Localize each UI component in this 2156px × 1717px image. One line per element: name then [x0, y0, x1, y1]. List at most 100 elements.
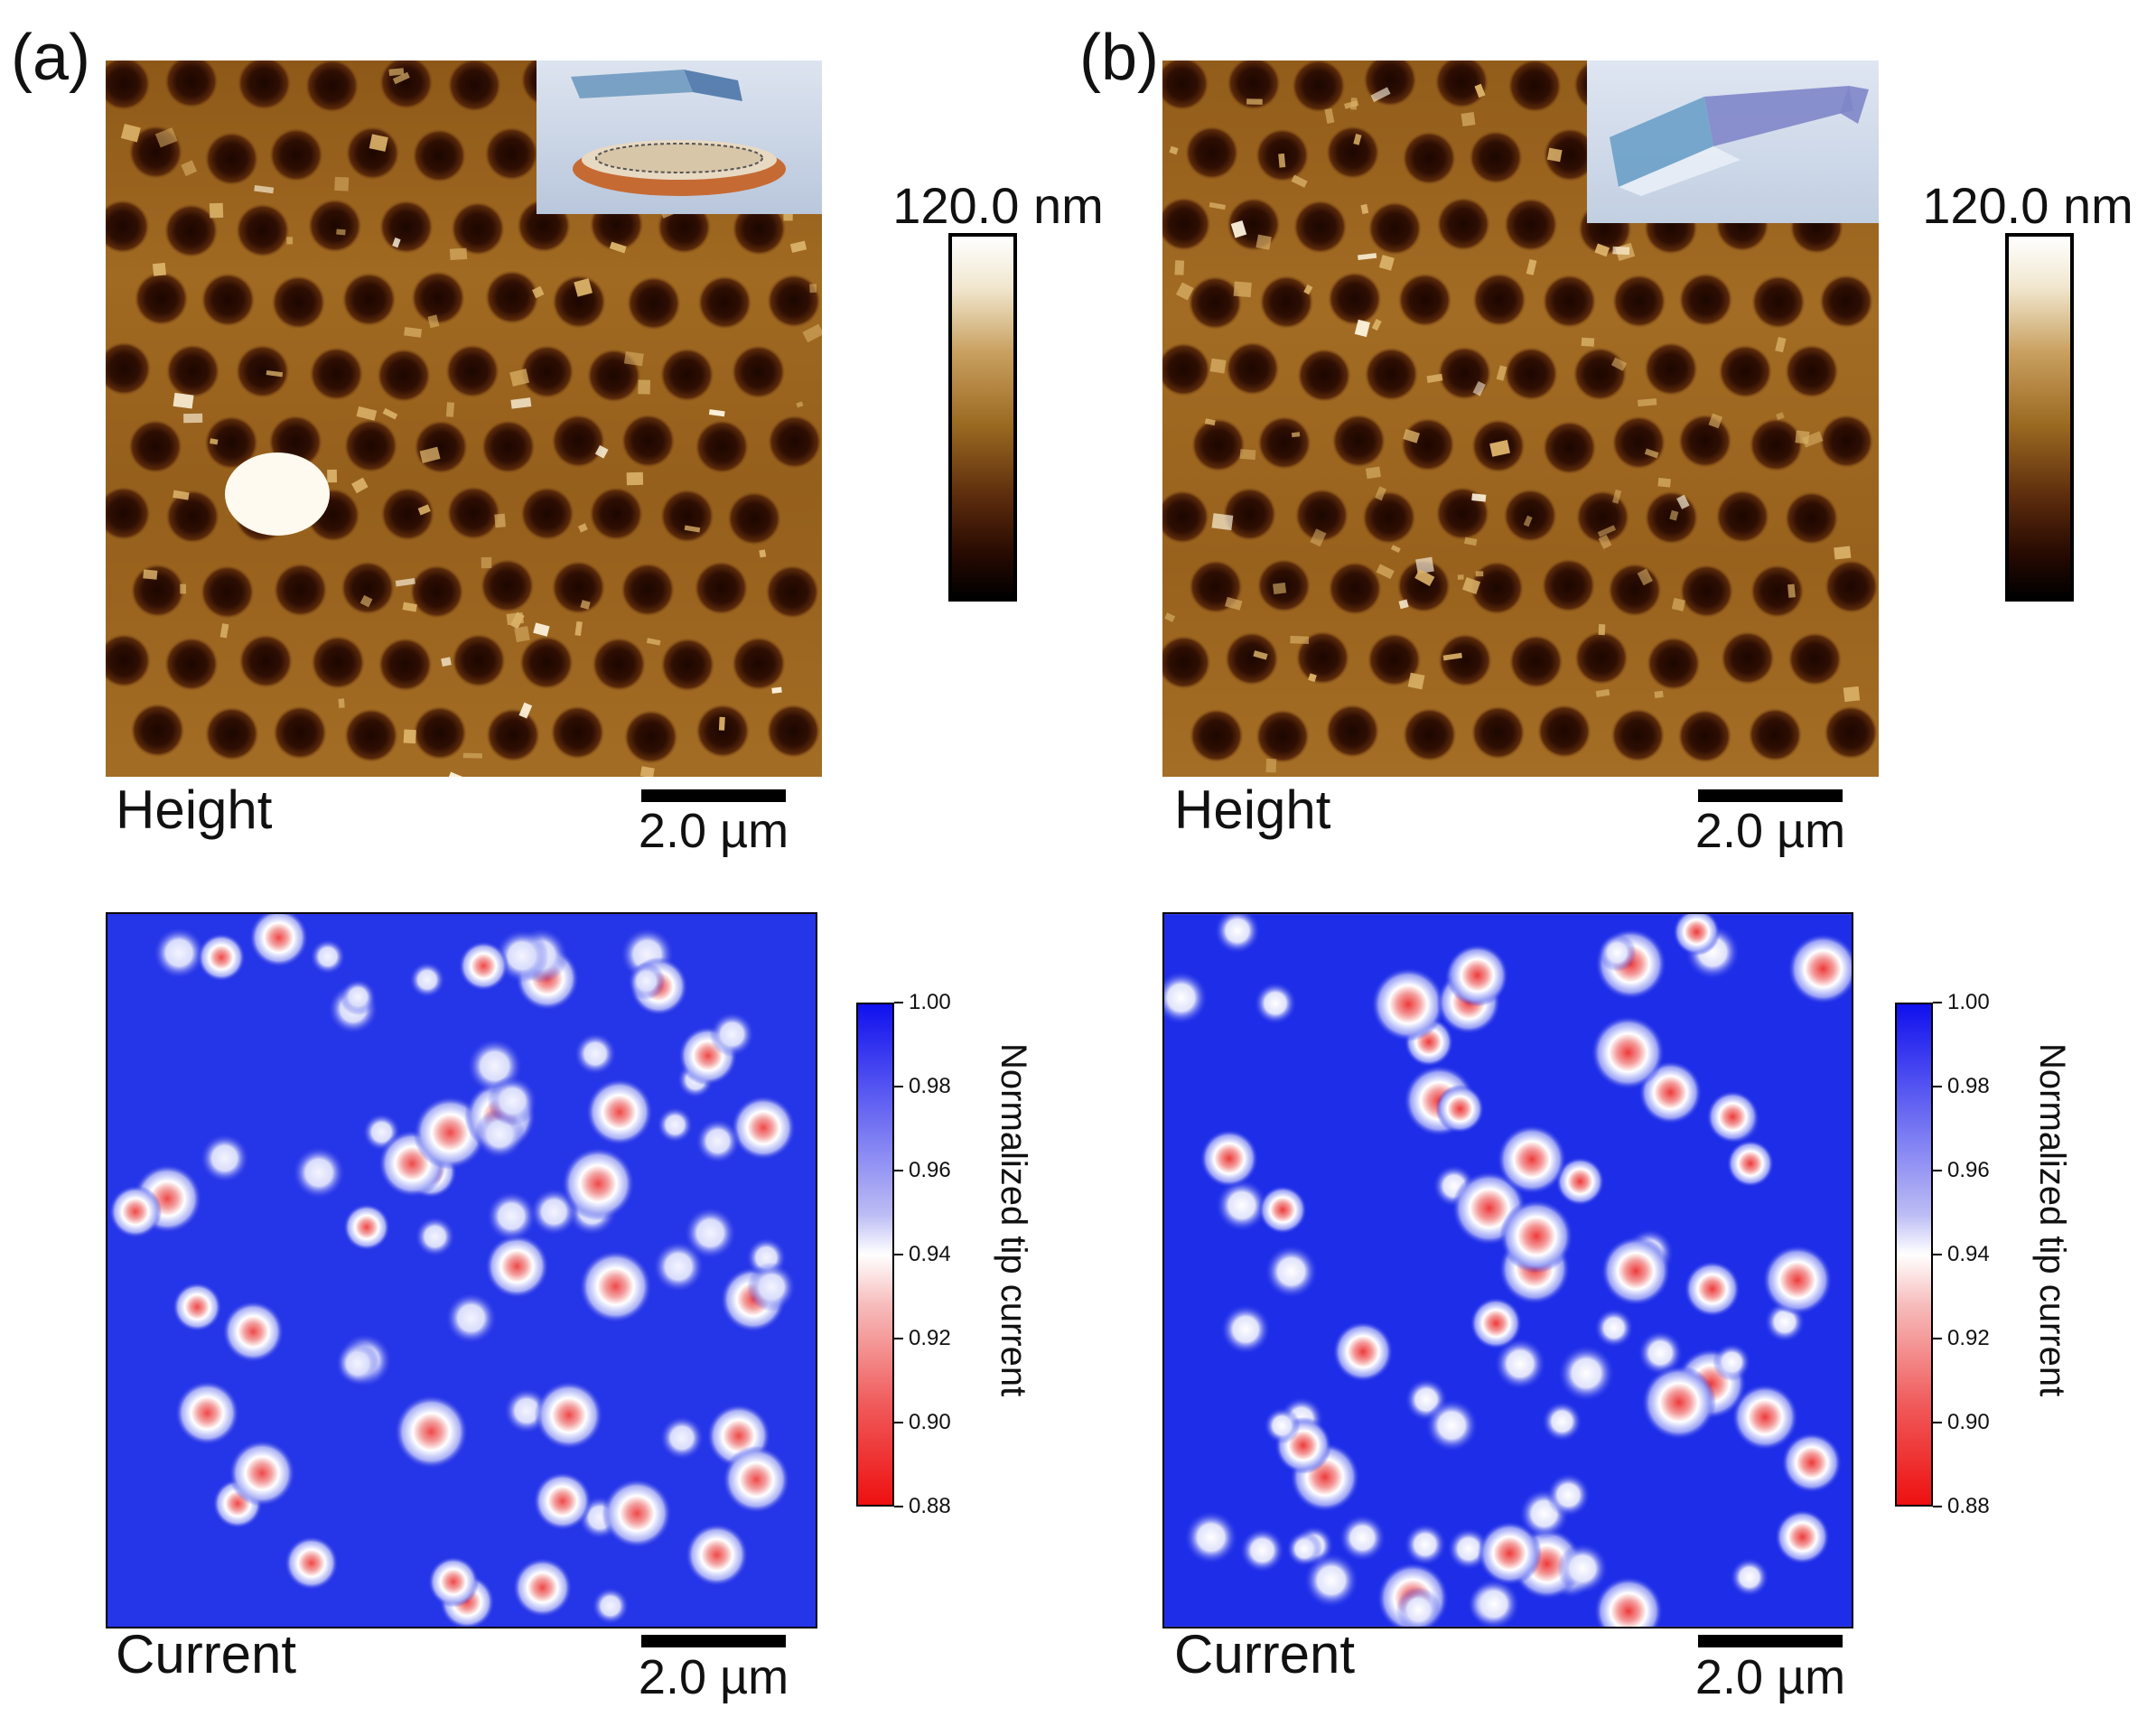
particle: [1546, 147, 1563, 163]
current-spot: [1593, 1576, 1664, 1627]
panel-a-label: (a): [11, 22, 90, 94]
current-spot: [1494, 1338, 1546, 1390]
colorbar-tick-label: 0.96: [909, 1158, 951, 1182]
current-spot: [108, 1185, 163, 1238]
pit: [592, 637, 647, 692]
pit: [1541, 558, 1596, 613]
current-map-a: [106, 912, 817, 1628]
pit: [1715, 489, 1770, 544]
pit: [1542, 420, 1597, 475]
pit: [163, 637, 219, 692]
pit: [1367, 632, 1422, 687]
particle: [1594, 243, 1610, 257]
particle: [1612, 489, 1622, 504]
pit: [1222, 487, 1277, 542]
current-spot: [1424, 1398, 1479, 1452]
pit: [519, 344, 574, 399]
current-spot: [578, 1249, 653, 1323]
particle: [1211, 513, 1234, 531]
colorbar-tick: [1933, 1254, 1942, 1255]
current-spot: [1446, 944, 1509, 1007]
current-spot: [1557, 1344, 1615, 1403]
pit: [1607, 563, 1662, 618]
pit: [1190, 417, 1246, 472]
particle: [173, 392, 194, 409]
pit: [1436, 197, 1491, 252]
particle: [1523, 515, 1533, 527]
particle: [1843, 686, 1861, 703]
pit: [1536, 704, 1591, 759]
pit: [344, 708, 399, 763]
current-spot: [458, 940, 509, 992]
particle: [334, 176, 350, 191]
particle: [1376, 564, 1395, 580]
pit: [163, 203, 219, 258]
pit: [204, 415, 259, 471]
pit: [411, 270, 466, 325]
current-spot: [1541, 1401, 1582, 1442]
particle: [1308, 673, 1317, 683]
current-spot: [1215, 1179, 1268, 1232]
pit: [1504, 346, 1559, 401]
current-spot: [627, 962, 666, 1001]
pit: [414, 419, 469, 474]
current-spot: [1332, 1320, 1394, 1383]
pit: [106, 61, 151, 111]
pit-array: [106, 61, 822, 764]
pit: [694, 561, 749, 616]
pit: [1748, 707, 1803, 762]
height-colorbar-label-b: 120.0 nm: [1922, 177, 2133, 234]
pit: [589, 486, 644, 541]
scale-bar-label-current-a: 2.0 µm: [638, 1650, 789, 1704]
colorbar-tick-label: 0.92: [909, 1326, 951, 1350]
pit: [486, 707, 541, 762]
particle: [1310, 528, 1327, 547]
colorbar-tick: [894, 1170, 903, 1171]
particle: [481, 556, 492, 569]
colorbar-tick: [1933, 1338, 1942, 1339]
pit: [165, 489, 220, 544]
particle: [1246, 98, 1263, 105]
pit: [130, 703, 185, 758]
current-spot: [585, 1078, 654, 1146]
pit: [732, 636, 787, 691]
particle: [382, 407, 398, 420]
current-spot: [1781, 1432, 1843, 1493]
particle: [219, 623, 229, 639]
height-map-a-image: [106, 61, 822, 777]
particle: [718, 716, 725, 731]
particle: [509, 369, 530, 387]
current-spot: [221, 1300, 285, 1363]
current-spot: [1591, 1015, 1666, 1090]
colorbar-tick: [1933, 1002, 1942, 1003]
current-colorbar-b: [1895, 1003, 1933, 1507]
pit: [1508, 634, 1563, 689]
pit: [695, 704, 751, 759]
pit: [201, 272, 256, 327]
pit: [766, 704, 821, 759]
current-spot: [1497, 1124, 1567, 1195]
pit: [1575, 490, 1630, 545]
pit: [268, 127, 323, 182]
pit: [1824, 559, 1879, 614]
particle: [1637, 397, 1657, 407]
pit: [1162, 342, 1211, 397]
pit: [1400, 417, 1455, 472]
current-spot: [1726, 1140, 1775, 1188]
height-colorbar-b: [2005, 233, 2074, 602]
particle: [771, 686, 782, 694]
current-spot: [1164, 970, 1209, 1025]
pit: [623, 709, 678, 764]
particle: [392, 71, 410, 85]
current-spot: [1468, 1578, 1520, 1627]
particle: [809, 284, 817, 294]
current-spot: [1404, 1523, 1447, 1566]
particle-debris: [120, 68, 822, 777]
scale-bar-height-b: [1698, 789, 1843, 802]
pit: [1784, 344, 1839, 399]
particle: [1644, 448, 1659, 459]
pit: [1293, 200, 1348, 255]
particle: [1354, 319, 1370, 338]
particle: [1265, 758, 1277, 773]
particle: [1461, 576, 1481, 595]
